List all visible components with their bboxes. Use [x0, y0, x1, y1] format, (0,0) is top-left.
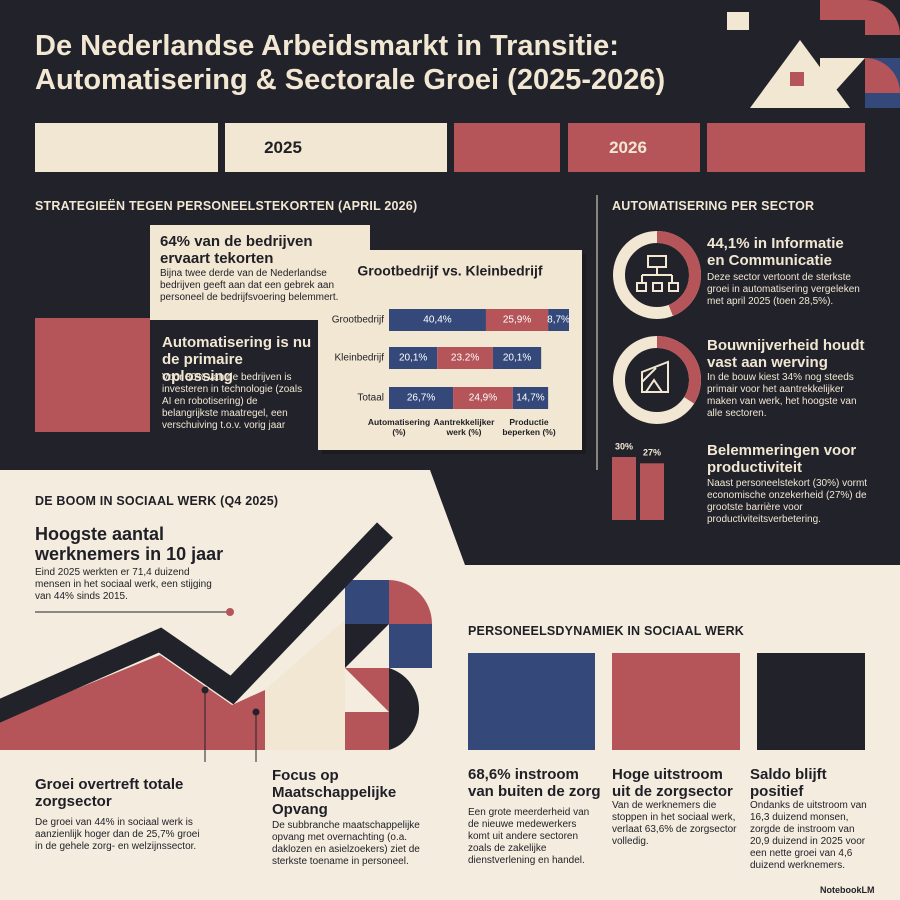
section-heading: STRATEGIEËN TEGEN PERSONEELSTEKORTEN (AP…	[35, 199, 418, 213]
strip-block	[568, 123, 700, 172]
bar	[612, 457, 636, 520]
color-block	[757, 653, 865, 750]
section-heading: PERSONEELSDYNAMIEK IN SOCIAAL WERK	[468, 624, 745, 638]
deco	[389, 624, 432, 668]
item-text: In de bouw kiest 34% nog steeds primair …	[707, 372, 857, 419]
deco	[389, 580, 432, 624]
bar-segment	[389, 309, 486, 331]
item-title: Belemmeringen voor productiviteit	[707, 442, 857, 476]
value-label: 27%	[643, 448, 661, 458]
value-label: 20,1%	[503, 353, 531, 364]
block-text: Bijna twee derde van de Nederlandse bedr…	[160, 268, 339, 303]
value-label: 8,7%	[547, 315, 570, 326]
strip-block	[707, 123, 865, 172]
deco	[727, 12, 749, 30]
bar-segment	[492, 347, 542, 369]
legend-entry: Automatisering (%)	[367, 417, 431, 437]
bar-segment	[512, 387, 549, 409]
deco	[0, 655, 265, 750]
item-text: De groei van 44% in sociaal werk is aanz…	[35, 817, 200, 852]
item-title: Bouwnijverheid houdt vast aan werving	[707, 337, 865, 371]
chart-title: Grootbedrijf vs. Kleinbedrijf	[357, 263, 542, 279]
color-block	[468, 653, 595, 750]
deco	[790, 72, 804, 86]
value-label: 24,9%	[469, 393, 497, 404]
block-title: Automatisering is nu de primaire oplossi…	[162, 334, 312, 385]
value-label: 20,1%	[399, 353, 427, 364]
item-title: 68,6% instroom van buiten de zorg	[468, 766, 601, 800]
block-text: Voor 30% van de bedrijven is investeren …	[162, 372, 303, 431]
bar-segment	[389, 347, 438, 369]
value-label: 14,7%	[516, 393, 544, 404]
title: De Nederlandse Arbeidsmarkt in Transitie…	[35, 30, 619, 62]
bar	[640, 463, 664, 520]
leader-dot	[201, 686, 209, 694]
item-text: Ondanks de uitstroom van 16,3 duizend mo…	[750, 800, 867, 871]
category-label: Grootbedrijf	[332, 315, 384, 326]
deco	[345, 624, 389, 668]
title: Automatisering & Sectorale Groei (2025-2…	[35, 64, 666, 96]
category-label: Totaal	[357, 393, 384, 404]
trend-line	[0, 522, 393, 723]
strip-block	[225, 123, 447, 172]
value-label: 25,9%	[503, 315, 531, 326]
section-heading: DE BOOM IN SOCIAAL WERK (Q4 2025)	[35, 494, 279, 508]
bar-segment	[389, 387, 454, 409]
strip-block	[454, 123, 560, 172]
value-label: 40,4%	[423, 315, 451, 326]
deco	[865, 0, 900, 35]
item-title: Saldo blijft positief	[750, 766, 827, 800]
value-label: 30%	[615, 441, 633, 451]
category-label: Kleinbedrijf	[335, 353, 385, 364]
item-text: Een grote meerderheid van de nieuwe mede…	[468, 807, 590, 866]
icon	[636, 255, 679, 393]
leader-dot	[226, 608, 234, 616]
light-bg	[0, 470, 900, 900]
strip-block	[35, 123, 218, 172]
item-text: De subbranche maatschappelijke opvang me…	[272, 820, 420, 867]
item-title: Hoge uitstroom uit de zorgsector	[612, 766, 733, 800]
deco	[820, 0, 865, 20]
legend-entry: Productie beperken (%)	[502, 417, 556, 437]
item-text: Deze sector vertoont de sterkste groei i…	[707, 272, 860, 307]
deco	[820, 58, 865, 108]
item-text: Naast personeelstekort (30%) vormt econo…	[707, 478, 868, 525]
year: 2026	[609, 138, 647, 157]
color-block	[612, 653, 740, 750]
bar-segment	[548, 309, 569, 331]
block-title: 64% van de bedrijven ervaart tekorten	[160, 233, 313, 267]
item-title: Groei overtreft totale zorgsector	[35, 776, 184, 810]
value-label: 26,7%	[407, 393, 435, 404]
leader-dot	[252, 708, 260, 716]
legend-entry: Aantrekkelijker werk (%)	[433, 417, 495, 437]
highlight-title: Hoogste aantal werknemers in 10 jaar	[35, 524, 224, 564]
bar-segment	[437, 347, 493, 369]
item-title: 44,1% in Informatie en Communicatie	[707, 235, 844, 269]
deco	[265, 620, 345, 750]
value-label: 23.2%	[451, 353, 479, 364]
donut-arc	[656, 231, 701, 317]
item-title: Focus op Maatschappelijke Opvang	[272, 767, 397, 818]
deco	[865, 58, 900, 93]
footer: NotebookLM	[820, 885, 875, 895]
section-heading: AUTOMATISERING PER SECTOR	[612, 199, 815, 213]
deco	[345, 668, 389, 712]
item-text: Van de werknemers die stoppen in het soc…	[612, 800, 737, 847]
deco-square	[35, 318, 150, 432]
year: 2025	[264, 138, 302, 157]
deco	[345, 580, 389, 624]
bar-segment	[453, 387, 513, 409]
deco	[389, 668, 420, 750]
deco	[345, 712, 389, 750]
donut-arc	[656, 336, 701, 404]
highlight-text: Eind 2025 werkten er 71,4 duizend mensen…	[35, 567, 212, 602]
bar-segment	[485, 309, 549, 331]
